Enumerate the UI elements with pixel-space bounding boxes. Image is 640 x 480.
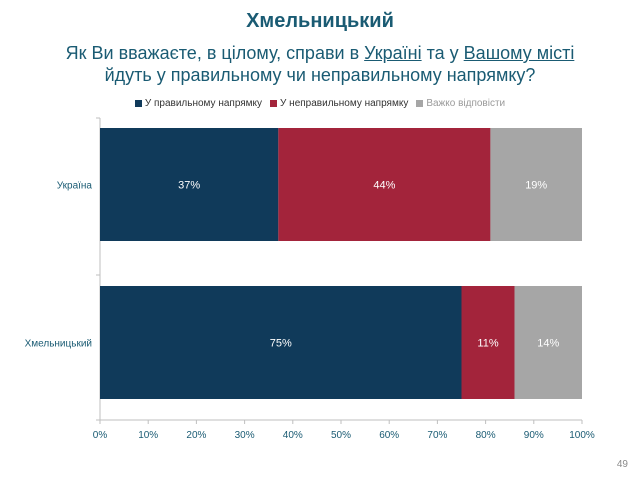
legend-item-correct: У правильному напрямку [134,98,263,109]
x-tick-label-9: 90% [524,430,544,441]
data-label-1-2: 14% [537,338,559,350]
chart-legend: У правильному напрямку У неправильному н… [0,98,640,109]
data-label-0-0: 37% [178,180,200,192]
legend-swatch-correct [134,100,142,107]
question-text: Як Ви вважаєте, в цілому, справи в Украї… [20,42,620,86]
x-tick-label-8: 80% [476,430,496,441]
legend-label-correct: У правильному напрямку [144,98,263,109]
data-label-0-1: 44% [373,180,395,192]
x-tick-label-4: 40% [283,430,303,441]
x-tick-label-6: 60% [379,430,399,441]
bar-segment-1-0 [100,286,462,399]
category-label-1: Хмельницький [25,339,92,350]
bar-segment-0-0 [100,128,279,241]
bar-segment-0-1 [278,128,491,241]
bar-segment-1-2 [514,286,582,399]
legend-label-wrong: У неправильному напрямку [280,98,409,109]
legend-item-hard: Важко відповісти [416,98,505,109]
bar-segment-0-2 [490,128,582,241]
x-tick-label-2: 20% [186,430,206,441]
question-city-underlined: Вашому місті [463,43,575,63]
legend-label-hard: Важко відповісти [426,98,506,109]
legend-swatch-hard [416,100,424,107]
legend-swatch-wrong [270,100,278,107]
page-number: 49 [616,459,628,470]
data-label-1-1: 11% [477,338,498,350]
question-part-2: та у [421,43,464,63]
question-ukraine-underlined: Україні [364,43,422,63]
x-tick-label-7: 70% [427,430,447,441]
x-tick-label-3: 30% [235,430,255,441]
x-tick-label-5: 50% [331,430,351,441]
x-tick-label-10: 100% [569,430,595,441]
legend-item-wrong: У неправильному напрямку [270,98,408,109]
bar-segment-1-1 [461,286,515,399]
page-title: Хмельницький [246,10,394,32]
data-label-1-0: 75% [270,338,292,350]
question-part-1: Як Ви вважаєте, в цілому, справи в [65,43,365,63]
category-label-0: Україна [57,181,93,192]
data-label-0-2: 19% [525,180,547,192]
question-part-3: йдуть у правильному чи неправильному нап… [104,65,536,85]
x-tick-label-0: 0% [93,430,108,441]
x-tick-label-1: 10% [138,430,158,441]
